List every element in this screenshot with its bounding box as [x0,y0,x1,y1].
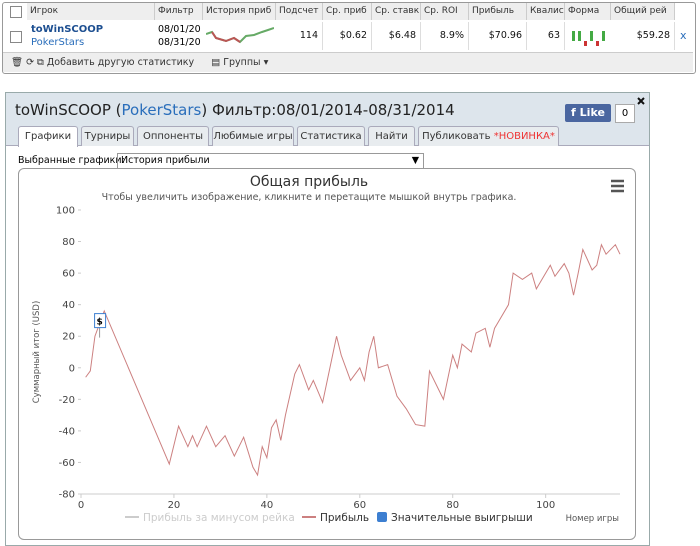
y-tick-label: 60 [62,269,75,280]
y-tick-label: -40 [59,426,75,437]
y-tick-label: 80 [62,237,75,248]
column-header[interactable]: Фильтр [155,3,203,20]
selector[interactable]: История прибыли ▼ [117,153,424,169]
selector-value: История прибыли [121,155,210,166]
groups-label: Группы [223,57,261,68]
column-header[interactable]: История приб [203,3,276,20]
column-header[interactable]: Прибыль [469,3,527,20]
x-axis-title: Номер игры [566,514,619,524]
chart-title: Общая прибыль [250,174,368,190]
player-name[interactable]: toWinSCOOP [31,24,104,35]
sparkline [206,27,274,44]
chart: Общая прибыль Чтобы увеличить изображени… [18,168,636,540]
tab[interactable]: Статистика [297,126,365,146]
cell: 63 [527,22,565,50]
y-tick-label: 100 [56,206,75,217]
form-bars [572,31,605,46]
x-tick-label: 40 [260,500,273,511]
filter-date: 08/01/20 [158,24,201,35]
column-header[interactable]: Игрок [27,3,155,20]
y-tick-label: -80 [59,490,75,501]
cell: $59.28 [611,22,675,50]
x-tick-label: 20 [168,500,181,511]
cell: 114 [276,22,323,50]
add-stat-button[interactable]: Добавить другую статистику [46,57,195,68]
x-tick-label: 0 [78,500,84,511]
legend-label: Значительные выигрыши [391,512,533,524]
column-header[interactable]: Форма [565,3,611,20]
toolbar: 🗑 ⟳ ⧉ Добавить другую статистику ▤ Групп… [3,52,693,72]
legend-label: Прибыль за минусом рейка [143,512,295,524]
player-site: PokerStars [31,37,85,48]
menu-button[interactable] [611,179,624,193]
y-axis-title: Суммарный итог (USD) [32,301,42,404]
remove-row[interactable]: x [680,29,687,42]
cell: 8.9% [421,22,469,50]
y-tick-label: 20 [62,332,75,343]
groups-button[interactable]: ▤ Группы ▾ [211,57,269,68]
selector-label: Выбранные графики: [18,155,125,166]
panel-title: toWinSCOOP (PokerStars) Фильтр:08/01/201… [15,101,455,119]
x-tick-label: 60 [353,500,366,511]
x-tick-label: 80 [446,500,459,511]
legend-swatch [377,512,387,522]
tab[interactable]: Любимые игры [212,126,294,146]
like-button[interactable]: f Like [565,104,611,122]
icons[interactable]: 🗑 ⟳ ⧉ [11,57,44,68]
title-player: toWinSCOOP ( [15,101,122,119]
column-header[interactable]: Квалис [527,3,565,20]
like-count: 0 [615,104,635,123]
tab[interactable]: Графики [18,126,78,147]
column-header[interactable]: Ср. приб [323,3,372,20]
header-checkbox[interactable] [10,6,22,18]
column-header[interactable]: Подсчет [276,3,323,20]
flag: $ [94,313,107,329]
legend-label: Прибыль [320,512,369,524]
chart-subtitle: Чтобы увеличить изображение, кликните и … [102,192,517,203]
flag-box [94,313,107,329]
y-tick-label: 0 [69,363,75,374]
column-header[interactable]: Общий рей [611,3,675,20]
title-filter: ) Фильтр:08/01/2014-08/31/2014 [201,101,455,119]
title-site[interactable]: PokerStars [121,101,202,119]
y-tick-label: -60 [59,458,75,469]
like-label: Like [579,106,605,119]
tab[interactable]: Найти [368,126,415,146]
y-tick-label: 40 [62,300,75,311]
column-header[interactable]: Ср. ставк [372,3,421,20]
tab[interactable]: Турниры [81,126,134,146]
profit-line [85,243,621,477]
new-badge: *НОВИНКА* [493,131,555,142]
column-header[interactable]: Ср. ROI [421,3,469,20]
tab[interactable]: Публиковать *НОВИНКА* [418,126,559,146]
y-tick-label: -20 [59,395,75,406]
cell: $70.96 [469,22,527,50]
x-tick-label: 100 [536,500,555,511]
cell: $6.48 [372,22,421,50]
close-button[interactable] [636,96,646,106]
cell: $0.62 [323,22,372,50]
tab[interactable]: Оппоненты [137,126,209,146]
flag-label: $ [96,318,102,328]
row-checkbox[interactable] [10,31,22,43]
filter-date: 08/31/20 [158,37,201,48]
